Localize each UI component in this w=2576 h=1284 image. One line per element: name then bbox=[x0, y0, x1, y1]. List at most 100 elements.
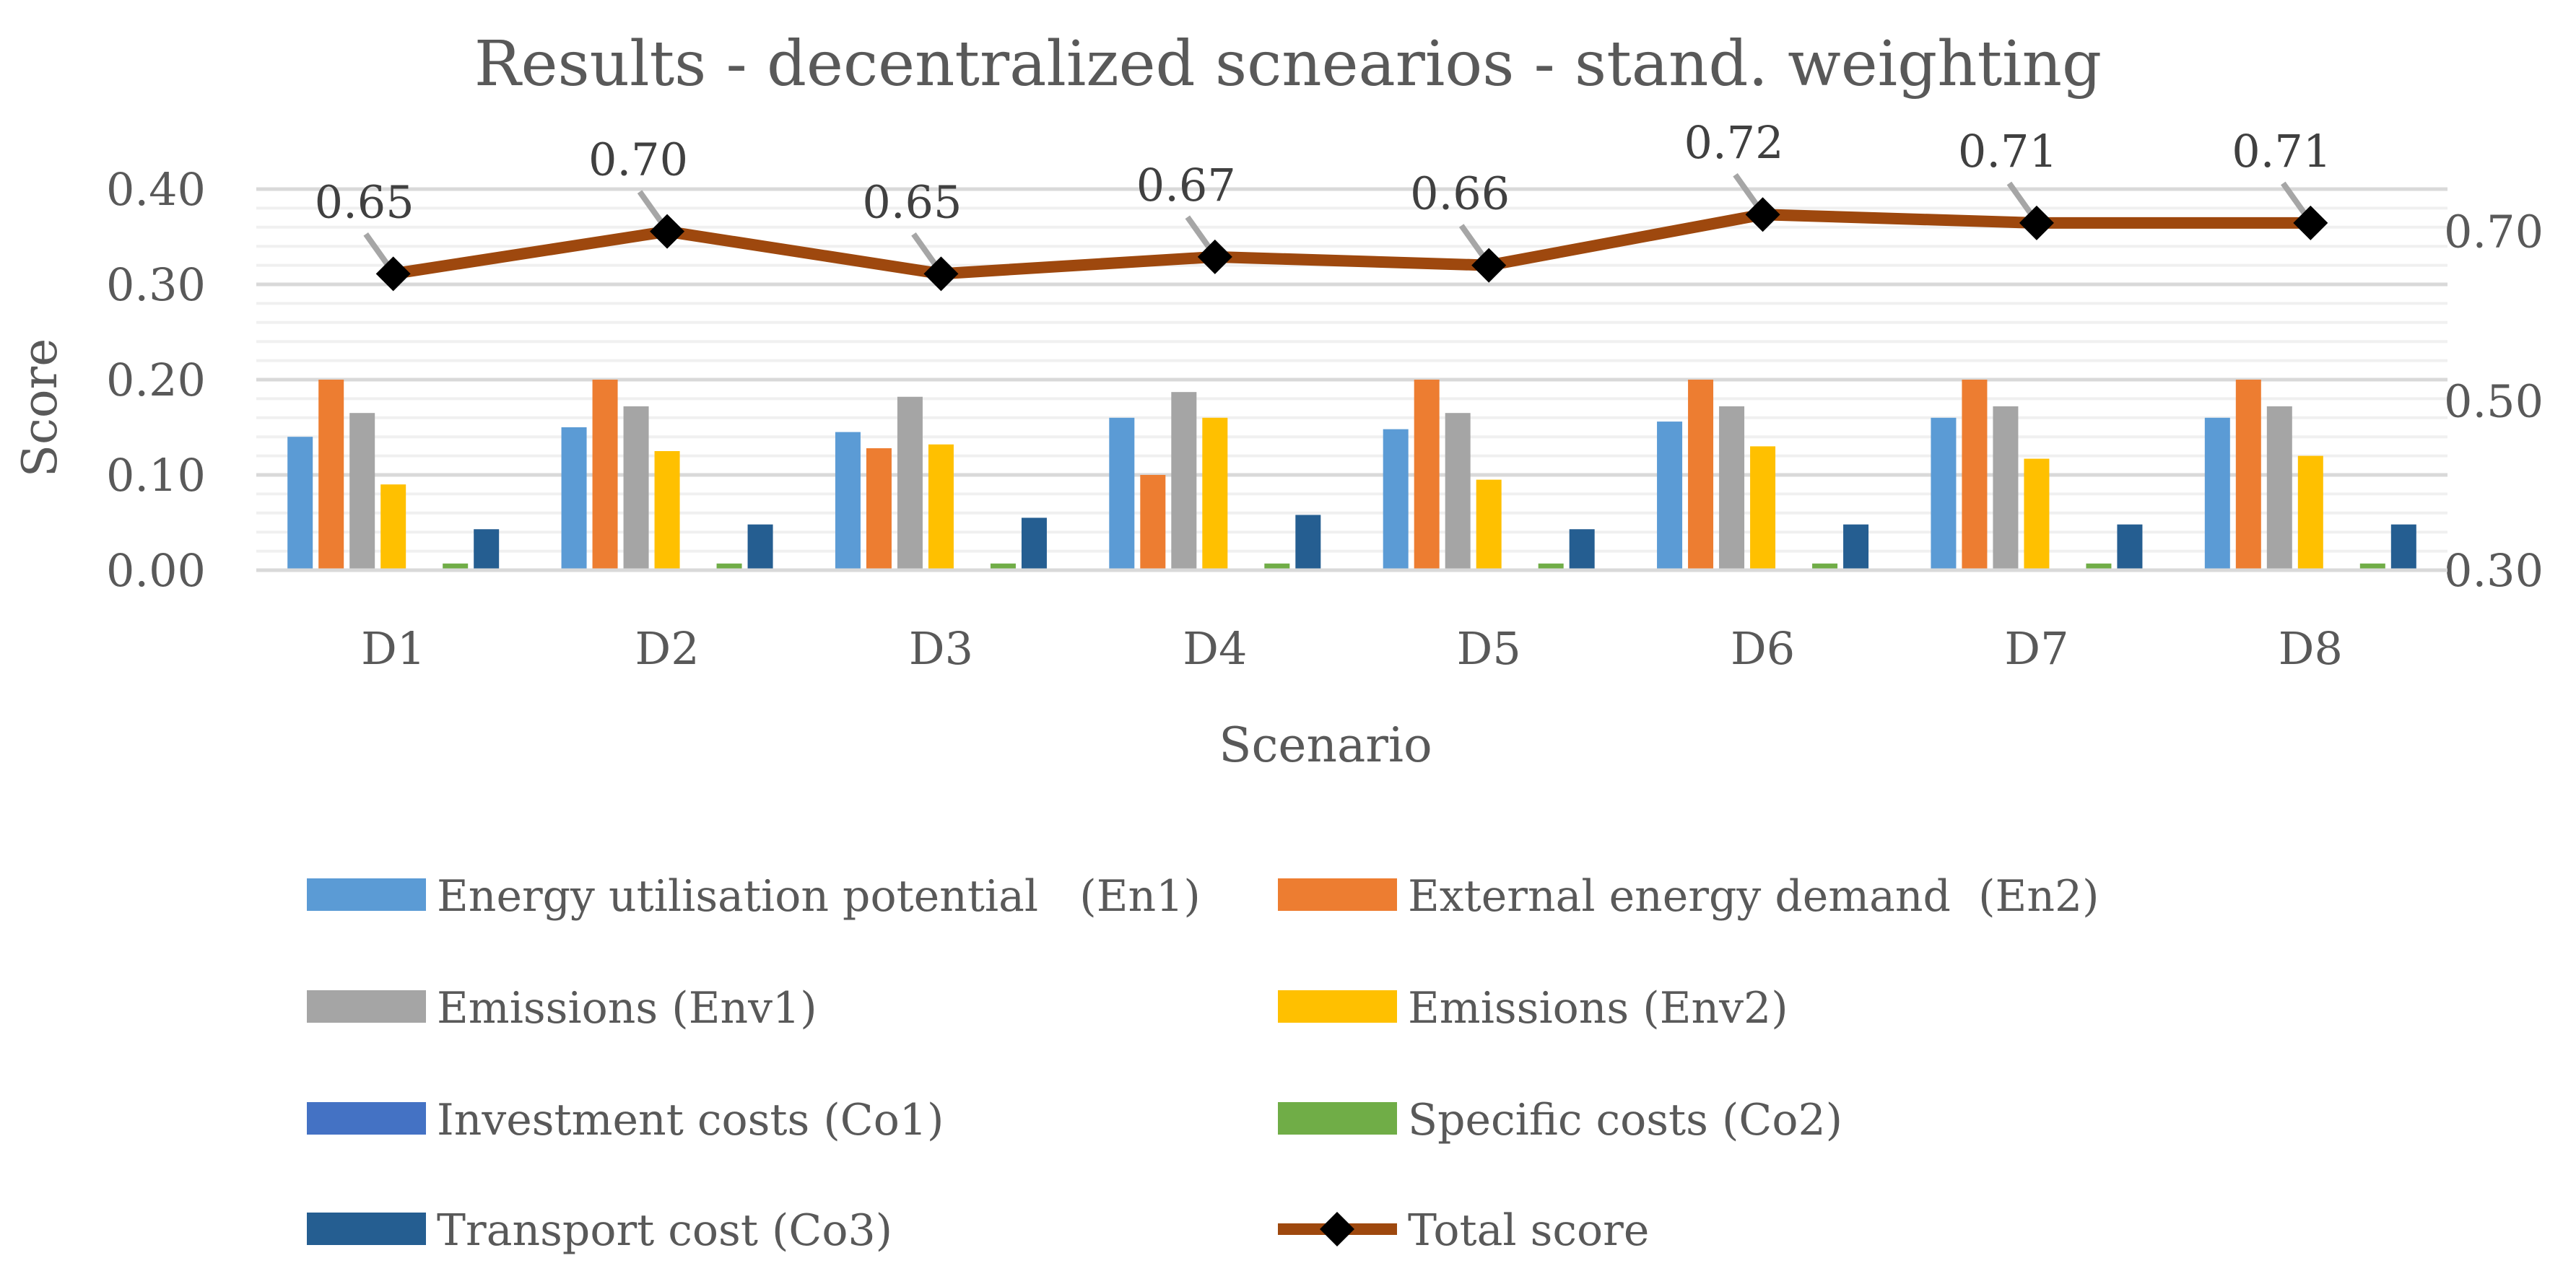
data-label-leader bbox=[2281, 181, 2309, 218]
bar-d3-series-4 bbox=[928, 444, 954, 570]
bar-d5-series-2 bbox=[1414, 380, 1440, 570]
total-score-data-label-d2: 0.70 bbox=[588, 134, 688, 186]
total-score-data-label-d1: 0.65 bbox=[315, 175, 414, 228]
total-score-data-label-d8: 0.71 bbox=[2232, 125, 2331, 178]
bar-d4-series-2 bbox=[1140, 475, 1166, 570]
bar-d6-series-4 bbox=[1750, 446, 1776, 570]
bar-d6-series-2 bbox=[1688, 380, 1714, 570]
data-label-leader bbox=[637, 190, 666, 226]
bar-d4-series-4 bbox=[1202, 417, 1228, 570]
total-score-data-label-d6: 0.72 bbox=[1684, 116, 1784, 169]
bar-d8-series-1 bbox=[2204, 417, 2230, 570]
x-tick-label: D1 bbox=[361, 622, 425, 675]
total-score-data-label-d5: 0.66 bbox=[1410, 167, 1510, 220]
y2-tick-label: 0.30 bbox=[2444, 544, 2544, 597]
legend: Energy utilisation potential (En1) Extern… bbox=[307, 871, 2099, 1256]
bar-d7-series-7 bbox=[2117, 524, 2143, 570]
chart-title: Results - decentralized scnearios - stan… bbox=[474, 28, 2102, 100]
bar-d2-series-1 bbox=[561, 427, 587, 570]
bar-d1-series-7 bbox=[474, 529, 500, 570]
bar-d7-series-1 bbox=[1931, 417, 1957, 570]
bar-d6-series-1 bbox=[1657, 422, 1683, 570]
y2-tick-label: 0.70 bbox=[2444, 206, 2544, 258]
legend-item-1-label: Energy utilisation potential (En1) bbox=[437, 871, 1201, 922]
total-score-data-label-d4: 0.67 bbox=[1136, 159, 1236, 211]
x-tick-label: D8 bbox=[2279, 622, 2343, 675]
bar-d3-series-2 bbox=[866, 448, 892, 570]
data-label-leader bbox=[1458, 224, 1487, 260]
total-score-marker-d4 bbox=[1197, 239, 1232, 274]
bar-d5-series-6 bbox=[1538, 563, 1564, 570]
bar-d4-series-3 bbox=[1171, 392, 1197, 570]
x-tick-label: D4 bbox=[1183, 622, 1247, 675]
bar-d5-series-3 bbox=[1445, 413, 1471, 570]
y2-tick-label: 0.50 bbox=[2444, 375, 2544, 427]
total-score-line: 0.65 0.70 0.65 0.67 0.66 0.72 0.71 0.71 bbox=[315, 116, 2331, 292]
bar-d8-series-7 bbox=[2390, 524, 2416, 570]
legend-item-6-swatch bbox=[1278, 1102, 1397, 1135]
total-score-marker-d1 bbox=[375, 256, 411, 292]
data-label-leader bbox=[363, 232, 391, 268]
bar-d1-series-6 bbox=[443, 563, 469, 570]
legend-item-5-swatch bbox=[307, 1102, 426, 1135]
bar-d4-series-1 bbox=[1109, 417, 1135, 570]
bar-d2-series-3 bbox=[623, 406, 649, 570]
legend-item-7-swatch bbox=[307, 1213, 426, 1245]
bar-d8-series-4 bbox=[2297, 455, 2323, 570]
total-score-marker-d2 bbox=[650, 214, 685, 249]
bar-d7-series-6 bbox=[2086, 563, 2112, 570]
bar-d1-series-4 bbox=[380, 484, 406, 570]
data-label-leader bbox=[1185, 215, 1214, 252]
total-score-polyline bbox=[387, 209, 2317, 280]
bars bbox=[287, 380, 2416, 570]
legend-item-2-label: External energy demand (En2) bbox=[1408, 871, 2099, 922]
bar-d6-series-3 bbox=[1719, 406, 1745, 570]
bar-d4-series-6 bbox=[1264, 563, 1290, 570]
total-score-marker-d8 bbox=[2293, 205, 2328, 240]
legend-item-8-marker-swatch bbox=[1320, 1212, 1354, 1246]
y-tick-label: 0.40 bbox=[106, 163, 206, 216]
total-score-marker-d5 bbox=[1471, 248, 1507, 283]
total-score-marker-d6 bbox=[1745, 197, 1780, 232]
bar-d7-series-2 bbox=[1962, 380, 1988, 570]
total-score-marker-d7 bbox=[2019, 205, 2054, 240]
bar-d3-series-6 bbox=[990, 563, 1016, 570]
y-tick-label: 0.30 bbox=[106, 258, 206, 311]
legend-item-7-label: Transport cost (Co3) bbox=[437, 1205, 892, 1256]
bar-d1-series-1 bbox=[287, 437, 313, 570]
bar-d8-series-3 bbox=[2266, 406, 2292, 570]
y-tick-label: 0.00 bbox=[106, 544, 206, 597]
x-tick-label: D2 bbox=[635, 622, 699, 675]
x-tick-label: D6 bbox=[1731, 622, 1795, 675]
bar-d2-series-4 bbox=[654, 451, 680, 570]
bar-d1-series-2 bbox=[318, 380, 344, 570]
y-tick-label: 0.10 bbox=[106, 449, 206, 502]
bar-d6-series-7 bbox=[1843, 524, 1869, 570]
bar-d3-series-3 bbox=[897, 396, 923, 570]
bar-d5-series-7 bbox=[1569, 529, 1595, 570]
data-label-leader bbox=[1733, 172, 1761, 209]
x-axis-title: Scenario bbox=[1219, 717, 1432, 773]
x-tick-label: D7 bbox=[2004, 622, 2068, 675]
axes: 0.00 0.10 0.20 0.30 0.40 0.30 0.50 0.70 D1 D2 D3 D4… bbox=[106, 163, 2544, 675]
legend-item-4-label: Emissions (Env2) bbox=[1408, 983, 1788, 1034]
legend-item-3-label: Emissions (Env1) bbox=[437, 983, 817, 1034]
bar-d5-series-1 bbox=[1383, 429, 1409, 570]
bar-d1-series-3 bbox=[349, 413, 375, 570]
x-tick-label: D5 bbox=[1457, 622, 1521, 675]
bar-d2-series-2 bbox=[592, 380, 618, 570]
bar-d4-series-7 bbox=[1295, 515, 1321, 570]
bar-d7-series-3 bbox=[1993, 406, 2019, 570]
bar-d3-series-1 bbox=[835, 432, 861, 570]
legend-item-5-label: Investment costs (Co1) bbox=[437, 1095, 944, 1145]
total-score-data-label-d7: 0.71 bbox=[1958, 125, 2058, 178]
y-axis-title: Score bbox=[12, 339, 68, 478]
legend-item-6-label: Specific costs (Co2) bbox=[1408, 1095, 1842, 1145]
bar-d8-series-2 bbox=[2235, 380, 2261, 570]
x-tick-label: D3 bbox=[909, 622, 973, 675]
bar-d8-series-6 bbox=[2359, 563, 2385, 570]
bar-d5-series-4 bbox=[1476, 479, 1502, 570]
legend-item-3-swatch bbox=[307, 990, 426, 1023]
total-score-marker-d3 bbox=[923, 256, 959, 292]
